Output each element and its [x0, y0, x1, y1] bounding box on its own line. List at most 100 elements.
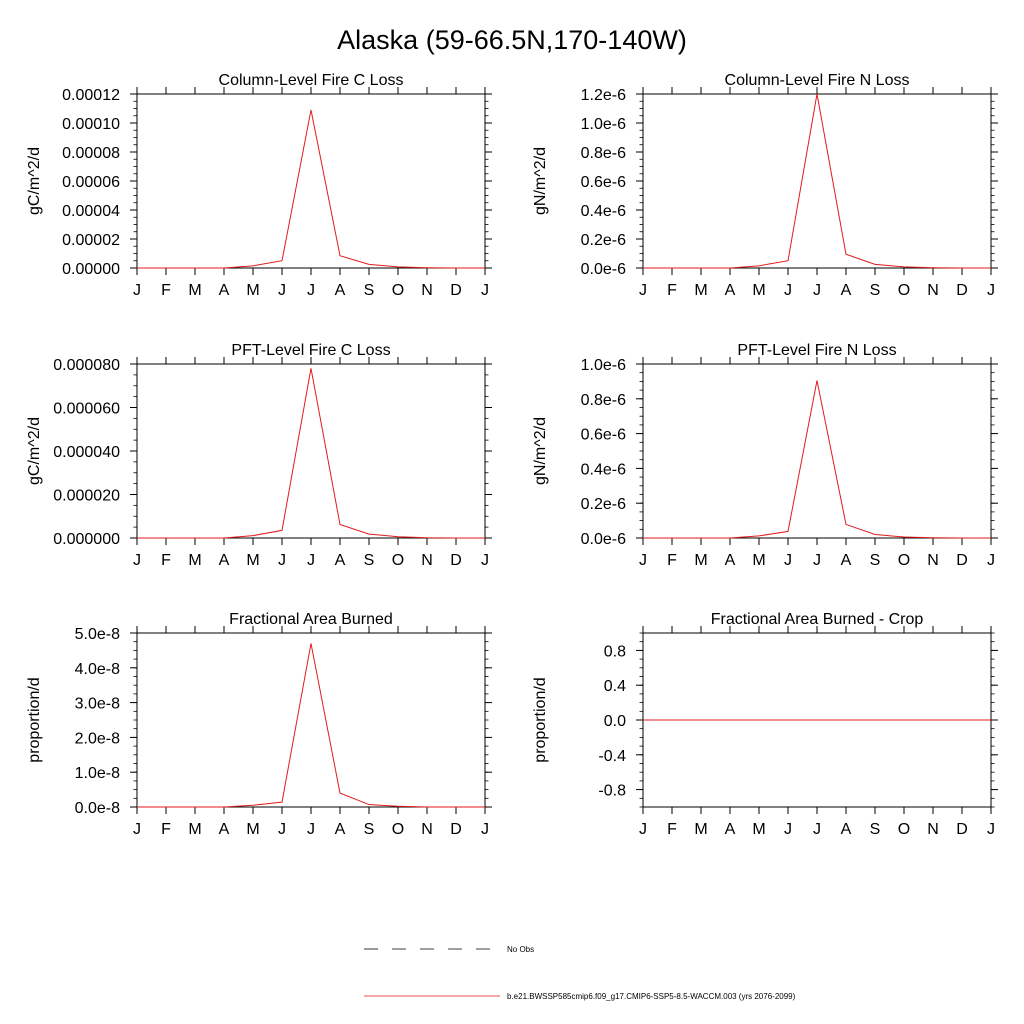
plot-frame [136, 363, 486, 539]
series-line-1 [137, 643, 485, 808]
y-tick-label: 1.2e-6 [581, 87, 626, 104]
x-tick-label: N [421, 552, 433, 569]
x-tick-label: F [161, 821, 171, 838]
x-tick-label: O [898, 282, 910, 299]
y-tick-label: 5.0e-8 [75, 626, 120, 643]
plot-frame [642, 93, 992, 269]
y-tick-label: 3.0e-8 [75, 696, 120, 713]
legend-model-label: b.e21.BWSSP585cmip6.f09_g17.CMIP6-SSP5-8… [507, 992, 796, 1001]
x-tick-label: O [898, 552, 910, 569]
x-tick-label: M [188, 821, 201, 838]
x-tick-label: A [841, 552, 852, 569]
plot-frame [642, 363, 992, 539]
y-tick-label: 0.00006 [62, 174, 120, 191]
x-tick-label: S [870, 821, 881, 838]
x-tick-label: N [421, 282, 433, 299]
x-tick-label: J [813, 821, 821, 838]
x-tick-label: O [392, 821, 404, 838]
y-tick-label: 0.8e-6 [581, 392, 626, 409]
chart-title: Column-Level Fire N Loss [725, 72, 910, 89]
y-tick-label: 0.00002 [62, 232, 120, 249]
y-tick-label: 0.00012 [62, 87, 120, 104]
x-tick-label: J [307, 821, 315, 838]
x-tick-label: A [335, 282, 346, 299]
x-tick-label: J [307, 282, 315, 299]
page-title: Alaska (59-66.5N,170-140W) [337, 25, 687, 55]
x-tick-label: J [784, 821, 792, 838]
x-tick-label: J [278, 282, 286, 299]
chart-title: Column-Level Fire C Loss [219, 72, 404, 89]
x-tick-label: J [133, 821, 141, 838]
series-line-1 [137, 368, 485, 539]
x-tick-label: O [898, 821, 910, 838]
x-tick-label: A [725, 821, 736, 838]
x-tick-label: J [987, 552, 995, 569]
x-tick-label: J [133, 282, 141, 299]
y-tick-label: 0.6e-6 [581, 427, 626, 444]
series-line-1 [643, 93, 991, 269]
x-tick-label: J [639, 552, 647, 569]
x-tick-label: J [481, 821, 489, 838]
x-tick-label: S [364, 282, 375, 299]
x-tick-label: N [927, 821, 939, 838]
x-tick-label: J [278, 821, 286, 838]
x-tick-label: F [667, 821, 677, 838]
x-tick-label: F [667, 282, 677, 299]
x-tick-label: A [725, 552, 736, 569]
x-tick-label: A [841, 821, 852, 838]
chart-title: Fractional Area Burned [229, 611, 393, 628]
y-tick-label: 0.00008 [62, 145, 120, 162]
y-axis-label: proportion/d [532, 677, 549, 762]
y-tick-label: 0.0e-8 [75, 800, 120, 817]
x-tick-label: S [364, 821, 375, 838]
y-axis-label: proportion/d [26, 677, 43, 762]
legend: No Obs b.e21.BWSSP585cmip6.f09_g17.CMIP6… [364, 945, 796, 1001]
y-tick-label: 1.0e-6 [581, 116, 626, 133]
x-tick-label: M [752, 821, 765, 838]
y-tick-label: 0.8 [604, 643, 626, 660]
series-line-1 [137, 109, 485, 269]
chart-title: PFT-Level Fire N Loss [737, 342, 896, 359]
x-tick-label: J [784, 282, 792, 299]
y-tick-label: 0.0e-6 [581, 531, 626, 548]
x-tick-label: D [450, 821, 462, 838]
y-tick-label: 0.0e-6 [581, 261, 626, 278]
x-tick-label: F [667, 552, 677, 569]
x-tick-label: D [956, 552, 968, 569]
y-tick-label: 1.0e-8 [75, 765, 120, 782]
x-tick-label: J [278, 552, 286, 569]
y-tick-label: 0.00000 [62, 261, 120, 278]
x-tick-label: J [133, 552, 141, 569]
x-tick-label: N [927, 282, 939, 299]
y-tick-label: -0.8 [598, 783, 626, 800]
y-axis-label: gN/m^2/d [532, 417, 549, 485]
y-tick-label: 1.0e-6 [581, 357, 626, 374]
x-tick-label: J [813, 552, 821, 569]
x-tick-label: A [335, 552, 346, 569]
x-tick-label: J [987, 282, 995, 299]
y-tick-label: 0.4e-6 [581, 461, 626, 478]
y-tick-label: 0.8e-6 [581, 145, 626, 162]
y-tick-label: 0.000020 [53, 488, 120, 505]
y-tick-label: 0.2e-6 [581, 496, 626, 513]
x-tick-label: A [219, 821, 230, 838]
x-tick-label: D [450, 282, 462, 299]
x-tick-label: D [956, 821, 968, 838]
series-line-1 [643, 380, 991, 539]
x-tick-label: M [188, 552, 201, 569]
x-tick-label: J [639, 282, 647, 299]
x-tick-label: A [219, 552, 230, 569]
x-tick-label: M [694, 552, 707, 569]
x-tick-label: D [450, 552, 462, 569]
chart-title: Fractional Area Burned - Crop [711, 611, 924, 628]
y-tick-label: 0.000080 [53, 357, 120, 374]
plot-frame [136, 93, 486, 269]
x-tick-label: M [752, 552, 765, 569]
y-axis-label: gC/m^2/d [26, 147, 43, 215]
x-tick-label: J [481, 282, 489, 299]
y-tick-label: 0.2e-6 [581, 232, 626, 249]
